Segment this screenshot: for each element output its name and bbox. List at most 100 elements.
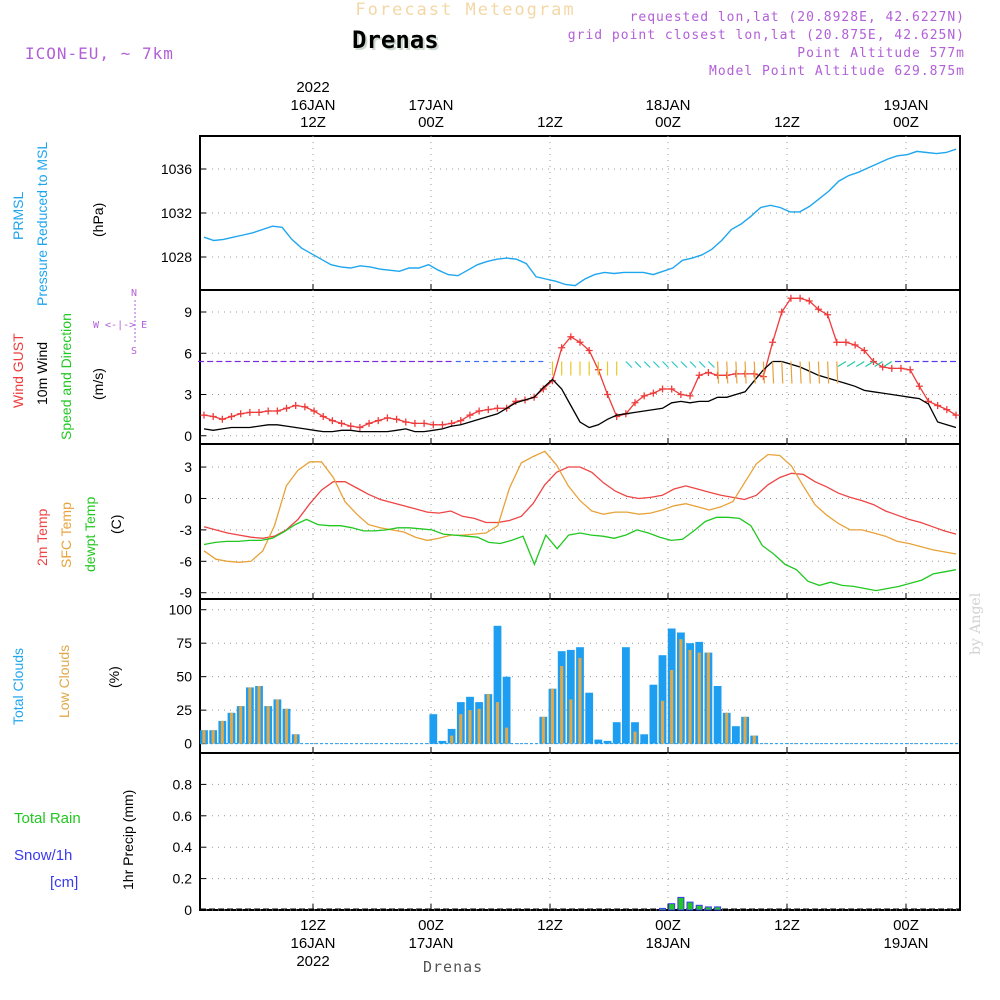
wind-direction-arrow	[836, 361, 839, 384]
ytick-label-precip: 0.6	[173, 808, 193, 824]
wind-gust-marker	[475, 407, 483, 415]
low-cloud-bar	[697, 652, 701, 744]
wind-direction-arrow	[753, 361, 756, 384]
bottom-hour-label: 12Z	[537, 917, 563, 934]
ytick-label-precip: 0.8	[173, 776, 193, 792]
ytick-label-temperature: -9	[180, 585, 193, 601]
low-cloud-bar	[220, 720, 224, 744]
wind-gust-marker	[659, 385, 667, 393]
ytick-label-pressure: 1036	[161, 161, 192, 177]
wind-gust-marker	[493, 404, 501, 412]
wind-direction-arrow	[762, 361, 766, 384]
wind-gust-marker	[356, 424, 364, 431]
wind10-line	[203, 360, 957, 433]
wind-direction-arrow	[790, 361, 793, 384]
wind-direction-arrow	[625, 361, 633, 368]
wind-gust-marker	[374, 417, 382, 425]
wind-gust-marker	[292, 402, 300, 409]
bottom-hour-label: 12Z	[774, 917, 800, 934]
wind-gust-marker	[668, 385, 676, 393]
wind-direction-arrow	[799, 361, 802, 384]
low-cloud-bar	[257, 686, 261, 744]
rain-bar	[695, 904, 703, 911]
wind-direction-arrow	[771, 361, 775, 384]
bottom-year-label: 2022	[296, 953, 329, 970]
wind-gust-marker	[558, 344, 566, 352]
wind-direction-arrow	[846, 360, 856, 368]
bottom-date-label: 18JAN	[645, 935, 690, 952]
wind-gust-marker	[704, 369, 712, 376]
low-cloud-bar	[752, 735, 756, 744]
ytick-label-temperature: -3	[180, 522, 193, 538]
wind-direction-arrow	[855, 360, 865, 368]
wind-direction-arrow	[726, 361, 729, 384]
wind-gust-marker	[228, 413, 236, 420]
wind-gust-marker	[484, 406, 492, 414]
low-cloud-bar	[477, 708, 481, 744]
low-cloud-bar	[248, 687, 252, 744]
wind-gust-marker	[310, 407, 318, 415]
grid-point-coordinates: grid point closest lon,lat (20.875E, 42.…	[567, 28, 965, 43]
bottom-date-label: 16JAN	[290, 935, 335, 952]
wind-direction-arrow	[827, 361, 830, 384]
wind-gust-marker	[347, 422, 355, 430]
top-date-label: 18JAN	[645, 97, 690, 114]
ytick-label-precip: 0	[184, 902, 192, 918]
total-cloud-bar	[713, 686, 722, 744]
wind-direction-arrow	[680, 361, 688, 368]
total-cloud-bar	[640, 734, 649, 744]
compass-n: N	[131, 288, 138, 299]
low-cloud-bar	[560, 666, 564, 744]
wind-gust-marker	[833, 338, 841, 346]
low-cloud-bar	[670, 670, 674, 744]
low-cloud-bar	[211, 730, 215, 744]
wind-gust-marker	[686, 392, 694, 400]
meteogram-title: Forecast Meteogram	[355, 0, 576, 20]
bottom-date-label: 17JAN	[408, 935, 453, 952]
ytick-label-wind: 6	[184, 345, 192, 361]
top-hour-label: 12Z	[774, 114, 800, 131]
panel-frame-precip	[199, 752, 961, 911]
total-cloud-bar	[493, 625, 502, 744]
low-cloud-bar	[230, 712, 234, 744]
wind-gust-marker	[631, 399, 639, 407]
low-cloud-bar	[450, 735, 454, 744]
total-cloud-bar	[429, 714, 438, 744]
wind-direction-arrow	[671, 361, 679, 368]
bottom-date-label: 19JAN	[883, 935, 928, 952]
ytick-label-clouds: 75	[176, 635, 192, 651]
compass-icon	[134, 300, 136, 344]
bottom-hour-label: 00Z	[893, 917, 919, 934]
low-cloud-bar	[550, 688, 554, 744]
ytick-label-temperature: 3	[184, 459, 192, 475]
low-cloud-bar	[285, 708, 289, 744]
wind-gust-marker	[209, 413, 217, 420]
wind-direction-arrow	[837, 360, 847, 368]
wind-gust-marker	[338, 419, 346, 427]
wind-direction-arrow	[662, 361, 669, 368]
model-altitude: Model Point Altitude 629.875m	[709, 64, 965, 79]
ytick-label-precip: 0.2	[173, 871, 193, 887]
low-cloud-bar	[505, 727, 509, 744]
top-date-label: 16JAN	[290, 97, 335, 114]
wind-gust-marker	[842, 338, 850, 346]
wind-gust-marker	[383, 414, 391, 422]
wind-direction-arrow	[643, 361, 651, 368]
pressure-line	[203, 148, 957, 287]
wind-gust-marker	[301, 403, 309, 411]
wind-gust-marker	[805, 297, 813, 305]
wind-direction-arrow	[735, 361, 738, 384]
wind-gust-marker	[943, 406, 951, 414]
wind-gust-marker	[200, 411, 208, 419]
wind-gust-marker	[585, 347, 593, 354]
temp-sfc-line	[203, 450, 957, 563]
rain-bar	[686, 901, 694, 911]
total-cloud-bar	[585, 692, 594, 744]
wind-direction-arrow	[865, 360, 874, 368]
total-cloud-bar	[603, 740, 612, 744]
wind-gust-marker	[411, 419, 419, 427]
wind-gust-marker	[319, 413, 327, 420]
wind-gust-marker	[255, 408, 263, 416]
top-hour-label: 00Z	[418, 114, 444, 131]
